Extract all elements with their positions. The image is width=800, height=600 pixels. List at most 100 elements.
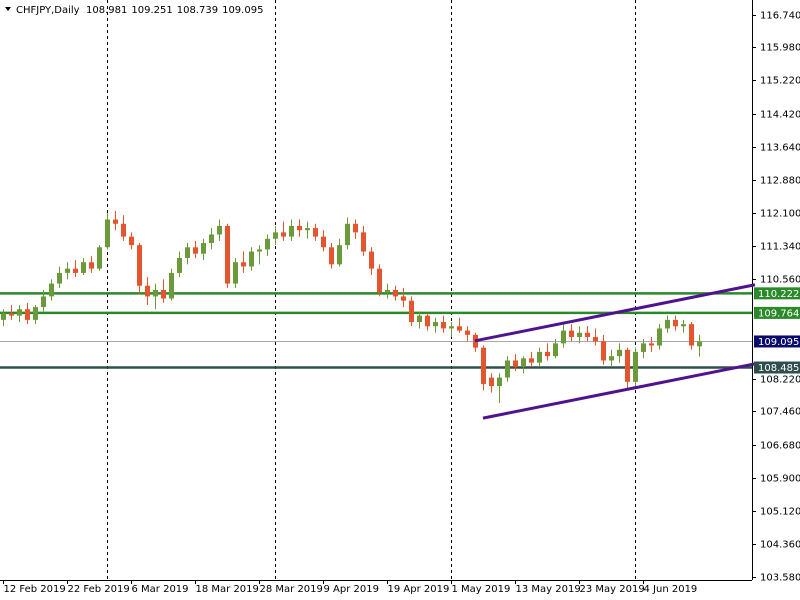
candle-body bbox=[649, 343, 654, 346]
candle-body bbox=[153, 290, 158, 297]
ohlc-value: 108.981 bbox=[86, 5, 127, 16]
candle-body bbox=[393, 290, 398, 297]
level-price-box bbox=[754, 287, 800, 300]
candle-body bbox=[33, 307, 38, 320]
chart-header: CHFJPY,Daily 108.981 109.251 108.739 109.09… bbox=[5, 5, 263, 16]
candle-body bbox=[561, 330, 566, 344]
candle-body bbox=[1, 313, 6, 320]
candle-body bbox=[41, 296, 46, 308]
level-price-label: 109.764 bbox=[758, 308, 799, 319]
candle-body bbox=[65, 268, 70, 273]
candle-body bbox=[593, 336, 598, 342]
candle-body bbox=[249, 251, 254, 267]
candle-body bbox=[681, 324, 686, 327]
x-tick-label: 4 Jun 2019 bbox=[644, 584, 698, 595]
candle-body bbox=[673, 319, 678, 327]
x-tick-label: 6 Mar 2019 bbox=[132, 584, 189, 595]
candle-body bbox=[329, 247, 334, 265]
candle-body bbox=[457, 326, 462, 331]
candle-body bbox=[273, 232, 278, 239]
candle-body bbox=[113, 219, 118, 224]
candle-body bbox=[25, 309, 30, 320]
axes: 116.740 115.980 115.220 114.420 113.640 112.8… bbox=[3, 11, 800, 595]
candle-body bbox=[177, 257, 182, 273]
current-price-box bbox=[754, 335, 800, 348]
candle-body bbox=[225, 225, 230, 284]
candle-body bbox=[129, 236, 134, 246]
candle-body bbox=[569, 330, 574, 337]
candle-body bbox=[689, 324, 694, 346]
candle-body bbox=[521, 358, 526, 367]
y-tick-label: 110.560 bbox=[760, 275, 800, 286]
candle-body bbox=[625, 349, 630, 382]
candle-body bbox=[97, 247, 102, 269]
candle-body bbox=[617, 349, 622, 357]
candle-body bbox=[233, 262, 238, 284]
candle-body bbox=[193, 247, 198, 254]
x-tick-label: 9 Apr 2019 bbox=[324, 584, 379, 595]
candle-body bbox=[297, 225, 302, 231]
x-tick-label: 23 May 2019 bbox=[580, 584, 645, 595]
candle-body bbox=[217, 225, 222, 235]
candle-body bbox=[105, 219, 110, 248]
y-tick-label: 115.980 bbox=[760, 43, 800, 54]
candle-body bbox=[697, 341, 702, 347]
ohlc-value: 109.095 bbox=[222, 5, 263, 16]
candle-body bbox=[281, 232, 286, 237]
candle-body bbox=[529, 358, 534, 363]
trendline bbox=[474, 283, 756, 343]
candle-body bbox=[17, 309, 22, 316]
candle-body bbox=[321, 236, 326, 248]
candle-body bbox=[481, 347, 486, 384]
x-tick-label: 13 May 2019 bbox=[516, 584, 581, 595]
y-tick-label: 105.900 bbox=[760, 474, 800, 485]
candle-body bbox=[665, 319, 670, 329]
candle-body bbox=[545, 351, 550, 357]
candle-body bbox=[137, 245, 142, 286]
y-tick-label: 111.340 bbox=[760, 242, 800, 253]
candle-body bbox=[57, 272, 62, 284]
candle-body bbox=[73, 268, 78, 273]
candle-body bbox=[505, 360, 510, 378]
y-tick-label: 106.680 bbox=[760, 441, 800, 452]
y-tick-label: 113.640 bbox=[760, 143, 800, 154]
candle-body bbox=[265, 238, 270, 250]
candle-body bbox=[209, 234, 214, 244]
candle-body bbox=[641, 343, 646, 352]
candle-body bbox=[609, 356, 614, 361]
chart-title: CHFJPY,Daily bbox=[16, 5, 80, 16]
candle-body bbox=[353, 223, 358, 233]
candle-body bbox=[385, 290, 390, 293]
y-tick-label: 104.360 bbox=[760, 540, 800, 551]
candle-body bbox=[185, 247, 190, 258]
x-tick-label: 28 Mar 2019 bbox=[260, 584, 323, 595]
level-price-box bbox=[754, 361, 800, 374]
y-tick-label: 112.100 bbox=[760, 209, 800, 220]
candle-body bbox=[585, 332, 590, 337]
candle-body bbox=[345, 223, 350, 246]
candle-body bbox=[257, 249, 262, 252]
candle-body bbox=[305, 228, 310, 231]
candle-body bbox=[513, 360, 518, 367]
y-tick-label: 114.420 bbox=[760, 110, 800, 121]
candle-body bbox=[465, 330, 470, 335]
candle-body bbox=[601, 341, 606, 361]
candle-body bbox=[169, 272, 174, 299]
y-tick-label: 112.880 bbox=[760, 176, 800, 187]
candle-body bbox=[409, 300, 414, 323]
candle-body bbox=[377, 268, 382, 293]
candle-body bbox=[425, 315, 430, 327]
x-tick-label: 22 Feb 2019 bbox=[68, 584, 130, 595]
candle-body bbox=[449, 326, 454, 329]
x-tick-label: 12 Feb 2019 bbox=[4, 584, 66, 595]
candle-body bbox=[201, 243, 206, 254]
candle-body bbox=[161, 290, 166, 299]
level-price-box bbox=[754, 306, 800, 319]
candle-body bbox=[657, 328, 662, 346]
candle-body bbox=[241, 262, 246, 267]
candle-body bbox=[553, 343, 558, 357]
y-tick-label: 105.120 bbox=[760, 507, 800, 518]
x-tick-label: 19 Apr 2019 bbox=[388, 584, 450, 595]
trendline bbox=[482, 362, 756, 420]
